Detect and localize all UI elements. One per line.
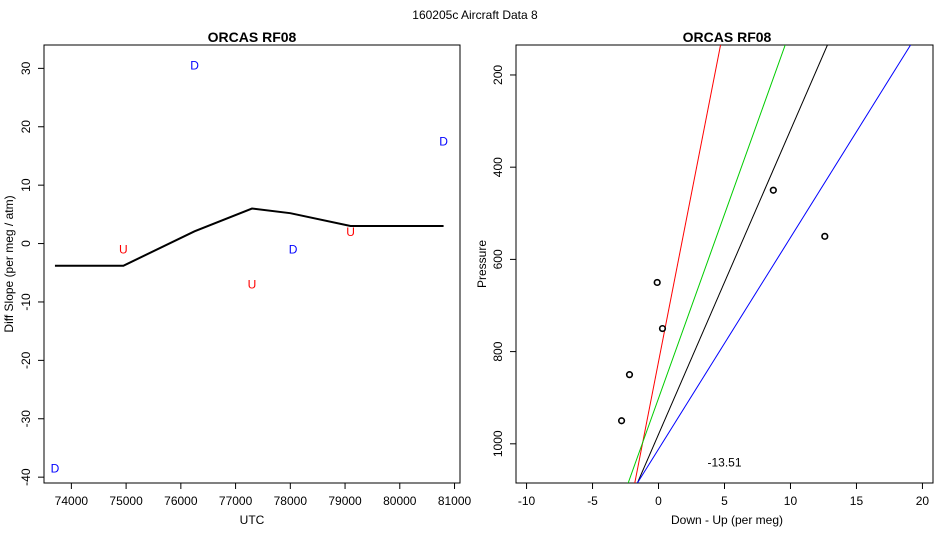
left-y-tick-label: 20 — [19, 120, 33, 134]
right-x-tick-label: 15 — [850, 494, 864, 508]
right-chart-title: ORCAS RF08 — [683, 29, 772, 45]
left-x-tick-label: 80000 — [383, 494, 417, 508]
left-x-tick-label: 74000 — [55, 494, 89, 508]
right-x-axis-label: Down - Up (per meg) — [671, 513, 783, 527]
left-x-tick-label: 81000 — [438, 494, 472, 508]
right-x-tick-label: 10 — [784, 494, 798, 508]
left-x-axis: 74000 75000 76000 77000 78000 79000 80000 81000 — [55, 483, 472, 508]
right-y-axis-label: Pressure — [475, 240, 489, 288]
left-chart-panel: ORCAS RF08 74000 75000 76000 77000 78000 7900… — [2, 29, 472, 527]
left-y-tick-label: 10 — [19, 178, 33, 192]
right-y-tick-label: 600 — [491, 249, 505, 269]
up-marker: U — [119, 242, 128, 256]
down-marker: D — [51, 461, 60, 475]
down-marker: D — [190, 58, 199, 72]
right-y-axis: 200 400 600 800 1000 — [491, 65, 516, 457]
right-fit-line — [627, 45, 786, 483]
right-fit-line — [634, 45, 722, 483]
left-y-axis-label: Diff Slope (per meg / atm) — [2, 195, 16, 332]
page-title: 160205c Aircraft Data 8 — [412, 8, 538, 22]
left-x-tick-label: 77000 — [219, 494, 253, 508]
right-point-layer — [617, 186, 829, 425]
right-line-layer — [627, 45, 911, 483]
right-data-point — [821, 232, 829, 240]
left-y-tick-label: 30 — [19, 61, 33, 75]
left-series-layer — [54, 207, 444, 267]
right-data-point — [653, 278, 661, 287]
right-x-tick-label: 0 — [655, 494, 662, 508]
left-y-tick-label: -30 — [19, 410, 33, 428]
right-x-tick-label: -5 — [587, 494, 598, 508]
right-y-tick-label: 200 — [491, 65, 505, 85]
right-y-tick-label: 400 — [491, 157, 505, 177]
left-x-axis-label: UTC — [240, 513, 265, 527]
down-marker: D — [439, 134, 448, 148]
left-y-tick-label: 0 — [19, 240, 33, 247]
left-y-tick-label: -40 — [19, 468, 33, 486]
right-fit-line — [636, 45, 911, 483]
left-y-axis: -40 -30 -20 -10 0 10 20 30 — [19, 61, 44, 486]
right-chart-panel: ORCAS RF08 -10 -5 0 5 10 15 20 200 400 600 800 100… — [475, 29, 934, 527]
right-data-point — [617, 417, 626, 425]
right-fit-line — [636, 45, 828, 483]
left-chart-title: ORCAS RF08 — [208, 29, 297, 45]
left-x-tick-label: 75000 — [109, 494, 143, 508]
left-plot-frame — [43, 44, 461, 484]
up-marker: U — [248, 277, 257, 291]
up-marker: U — [346, 225, 355, 239]
right-x-tick-label: -10 — [518, 494, 536, 508]
right-x-axis: -10 -5 0 5 10 15 20 — [518, 483, 930, 508]
right-data-point — [658, 324, 667, 333]
left-x-tick-label: 76000 — [164, 494, 198, 508]
left-x-tick-label: 79000 — [328, 494, 362, 508]
left-marker-layer: D U D U D U D — [51, 58, 449, 475]
left-x-tick-label: 78000 — [274, 494, 308, 508]
left-series-line — [54, 207, 444, 267]
right-y-tick-label: 1000 — [491, 430, 505, 457]
left-y-tick-label: -10 — [19, 293, 33, 311]
right-x-tick-label: 20 — [916, 494, 930, 508]
right-data-point — [625, 371, 634, 379]
right-y-tick-label: 800 — [491, 341, 505, 361]
right-annotation: -13.51 — [707, 455, 741, 469]
down-marker: D — [289, 242, 298, 256]
left-y-tick-label: -20 — [19, 351, 33, 369]
right-plot-frame — [515, 44, 934, 484]
right-x-tick-label: 5 — [721, 494, 728, 508]
right-data-point — [769, 186, 777, 194]
